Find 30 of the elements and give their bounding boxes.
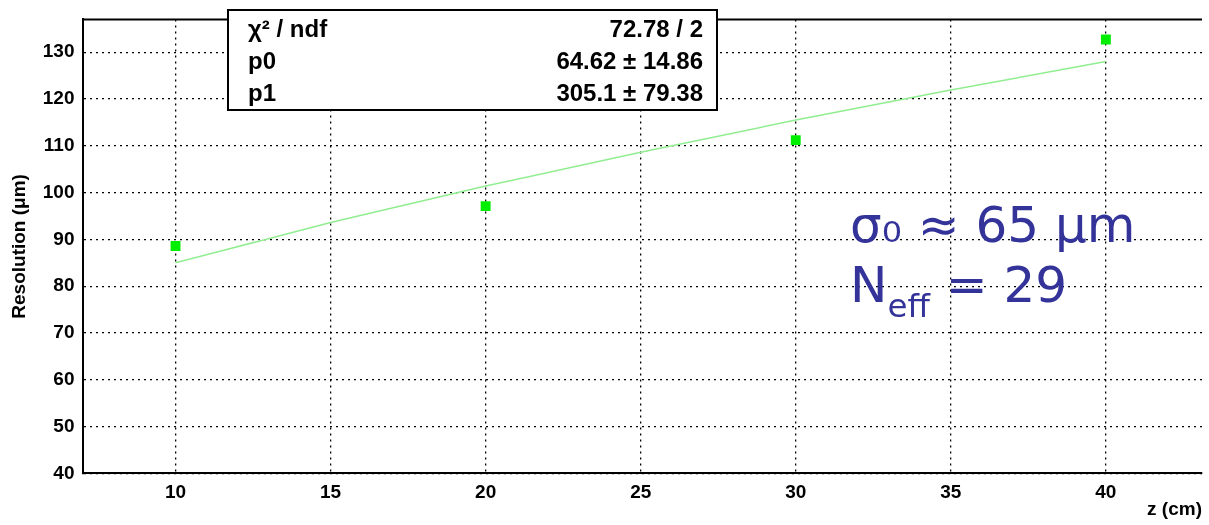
annotation: 72.78 / 2	[609, 14, 703, 42]
point	[170, 240, 181, 251]
y-tick-label: 90	[53, 227, 75, 249]
annotation: 305.1 ± 79.38	[556, 78, 703, 106]
y-tick-label: 120	[42, 87, 75, 109]
annotation: 64.62 ± 14.86	[556, 46, 703, 74]
x-tick-label: 40	[1095, 481, 1117, 503]
x-tick-label: 20	[475, 481, 497, 503]
y-tick-label: 50	[53, 414, 75, 436]
annotation: σ₀ ≈ 65 μm	[850, 196, 1136, 254]
point	[1100, 34, 1111, 45]
y-tick-label: 60	[53, 368, 75, 390]
y-tick-label: 40	[53, 461, 75, 483]
y-tick-label: 100	[42, 180, 75, 202]
x-tick-label: 35	[940, 481, 962, 503]
y-tick-label: 70	[53, 321, 75, 343]
x-tick-label: 15	[320, 481, 342, 503]
point	[790, 135, 801, 146]
point	[480, 201, 491, 212]
annotation: χ² / ndf	[248, 14, 329, 42]
x-tick-label: 10	[164, 481, 187, 503]
y-tick-label: 80	[53, 274, 75, 296]
y-tick-label: 110	[43, 134, 75, 156]
annotation: p0	[248, 46, 277, 74]
y-axis-title: Resolution (μm)	[7, 174, 29, 319]
x-axis-title: z (cm)	[1147, 497, 1202, 519]
y-tick-label: 130	[42, 40, 75, 62]
x-tick-label: 25	[630, 481, 652, 503]
x-tick-label: 30	[785, 481, 807, 503]
annotation: p1	[248, 78, 277, 106]
